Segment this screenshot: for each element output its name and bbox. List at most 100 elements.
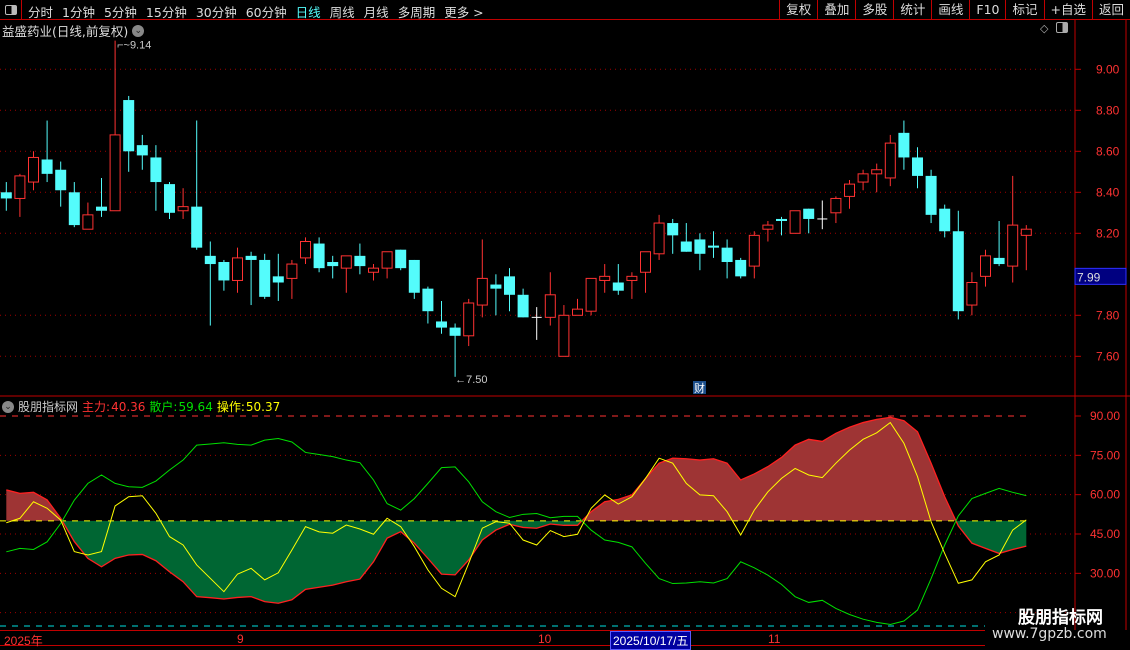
candle — [504, 268, 515, 312]
candle — [191, 120, 203, 250]
candle-body — [762, 224, 774, 230]
panel-toggle-icon[interactable] — [1056, 22, 1069, 33]
period-tab[interactable]: 周线 — [329, 5, 355, 20]
candle — [667, 218, 679, 254]
candle-body — [232, 257, 243, 281]
candle — [436, 300, 447, 334]
toolbar-button[interactable]: 画线 — [931, 0, 969, 20]
indicator-tick-label: 90.00 — [1090, 409, 1120, 423]
candle-body — [123, 100, 135, 152]
period-tab[interactable]: 更多 > — [444, 5, 484, 20]
candle-body — [259, 259, 271, 297]
candle-body — [980, 255, 991, 277]
candle — [585, 277, 597, 316]
candle — [82, 202, 94, 230]
candle-body — [408, 259, 420, 293]
toolbar-button[interactable]: 叠加 — [817, 0, 855, 20]
candle-body — [925, 175, 937, 215]
indicator-tick-label: 75.00 — [1090, 448, 1120, 462]
candle — [830, 196, 842, 224]
toolbar-button[interactable]: 标记 — [1005, 0, 1043, 20]
chart-tools: ◇ — [1040, 22, 1069, 35]
candle-body — [476, 277, 488, 306]
toolbar-button[interactable]: 返回 — [1091, 0, 1130, 20]
indicator-tick-label: 45.00 — [1090, 527, 1120, 541]
period-tab[interactable]: 60分钟 — [245, 5, 287, 20]
period-tab[interactable]: 月线 — [363, 5, 389, 20]
candle — [340, 255, 352, 293]
toolbar-button[interactable]: 多股 — [855, 0, 893, 20]
candle — [898, 120, 910, 170]
candle-body — [286, 263, 298, 279]
candle — [939, 204, 951, 238]
period-tab[interactable]: 15分钟 — [145, 5, 187, 20]
candle-body — [844, 183, 855, 197]
candle-body — [55, 169, 67, 191]
candle — [55, 161, 67, 207]
main-value: 40.36 — [111, 399, 146, 414]
candle-body — [626, 275, 638, 281]
period-tab[interactable]: 分时 — [28, 5, 54, 20]
candle-body — [939, 208, 951, 232]
toolbar-button[interactable]: 统计 — [893, 0, 931, 20]
candle-body — [41, 159, 53, 174]
candle-body — [708, 245, 719, 248]
retail-value: 59.64 — [178, 399, 213, 414]
main-force-area-down — [6, 520, 1027, 604]
main-force-line — [6, 416, 1027, 604]
watermark-url: www.7gpzb.com — [992, 626, 1107, 642]
period-tab[interactable]: 5分钟 — [103, 5, 137, 20]
candle — [884, 134, 896, 187]
candle-body — [748, 234, 760, 267]
main-force-area-up — [6, 417, 1027, 521]
candle-body — [544, 294, 556, 318]
candle — [925, 169, 937, 224]
indicator-tick-label: 30.00 — [1090, 566, 1120, 580]
candle — [912, 147, 923, 189]
candle — [748, 231, 760, 279]
period-tab[interactable]: 30分钟 — [195, 5, 237, 20]
period-tab[interactable]: 日线 — [295, 5, 321, 20]
candle — [490, 274, 502, 316]
toolbar-buttons: 复权 叠加 多股 统计 画线 F10 标记 +自选 返回 — [779, 0, 1130, 20]
candle — [395, 249, 407, 271]
candle — [572, 298, 583, 316]
candle — [612, 264, 624, 295]
candle-body — [436, 321, 447, 328]
period-tabs: 分时 1分钟 5分钟 15分钟 30分钟 60分钟 日线 周线 月线 多周期 更多 > — [28, 2, 484, 21]
period-tab[interactable]: 1分钟 — [62, 5, 95, 20]
candle-body — [68, 192, 80, 226]
diamond-icon[interactable]: ◇ — [1040, 22, 1049, 35]
candle — [531, 307, 542, 340]
candle — [463, 298, 475, 347]
toolbar: 分时 1分钟 5分钟 15分钟 30分钟 60分钟 日线 周线 月线 多周期 更多 > 复权 叠加 多股… — [0, 0, 1130, 20]
candle-body — [327, 262, 339, 267]
candle-body — [599, 275, 611, 281]
chevron-down-icon[interactable]: ⌄ — [132, 24, 145, 37]
main-label: 主力: — [82, 400, 111, 414]
candle — [164, 182, 175, 219]
period-tab[interactable]: 多周期 — [397, 5, 436, 20]
retail-line — [6, 438, 1027, 625]
candle-body — [1007, 224, 1019, 267]
candle — [1020, 225, 1032, 271]
candle — [844, 180, 855, 209]
toolbar-button[interactable]: F10 — [969, 0, 1005, 20]
candle — [368, 264, 379, 281]
toolbar-button[interactable]: 复权 — [779, 0, 817, 20]
candle — [599, 264, 611, 293]
candle-body — [463, 302, 475, 337]
finance-badge-label: 财 — [694, 381, 705, 395]
panel-toggle-icon[interactable] — [0, 0, 22, 20]
candle — [177, 188, 189, 219]
candle-body — [490, 284, 502, 289]
candle-body — [966, 282, 978, 306]
candle-body — [667, 223, 679, 236]
toolbar-button[interactable]: +自选 — [1043, 0, 1092, 20]
chevron-down-icon[interactable]: ⌄ — [2, 400, 14, 413]
candle-body — [585, 277, 597, 312]
candle — [721, 239, 733, 279]
candle-body — [952, 231, 964, 312]
candle-body — [368, 267, 379, 273]
